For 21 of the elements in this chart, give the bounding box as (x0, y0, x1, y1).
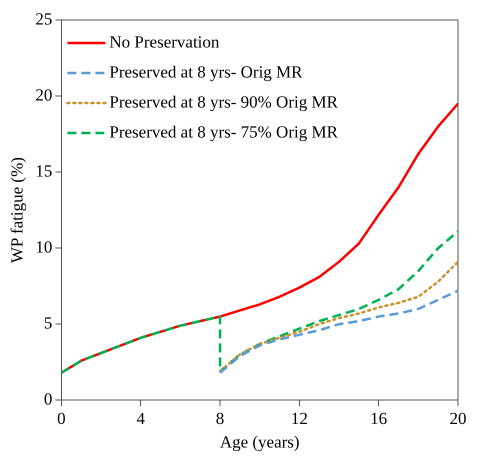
x-axis-title: Age (years) (220, 432, 300, 452)
line-series (61, 230, 458, 374)
y-tick-label: 10 (35, 238, 52, 257)
x-tick-label: 4 (136, 408, 146, 428)
legend-label: Preserved at 8 yrs- 90% Orig MR (109, 92, 339, 112)
y-axis-title: WP fatigue (%) (8, 157, 27, 264)
y-tick-label: 25 (35, 9, 52, 28)
legend-label: No Preservation (109, 32, 220, 52)
y-tick-label: 0 (44, 390, 52, 409)
x-tick-label: 16 (370, 408, 388, 428)
x-tick-label: 0 (57, 408, 66, 428)
line-series (218, 289, 458, 374)
legend-label: Preserved at 8 yrs- 75% Orig MR (109, 122, 339, 142)
legend-label: Preserved at 8 yrs- Orig MR (109, 62, 304, 82)
line-series (218, 260, 458, 373)
x-tick-label: 12 (290, 408, 308, 428)
x-tick-label: 8 (216, 408, 224, 428)
y-tick-label: 5 (44, 314, 52, 333)
y-tick-label: 15 (35, 162, 52, 181)
x-tick-label: 20 (450, 408, 466, 428)
y-tick-label: 20 (35, 86, 52, 105)
